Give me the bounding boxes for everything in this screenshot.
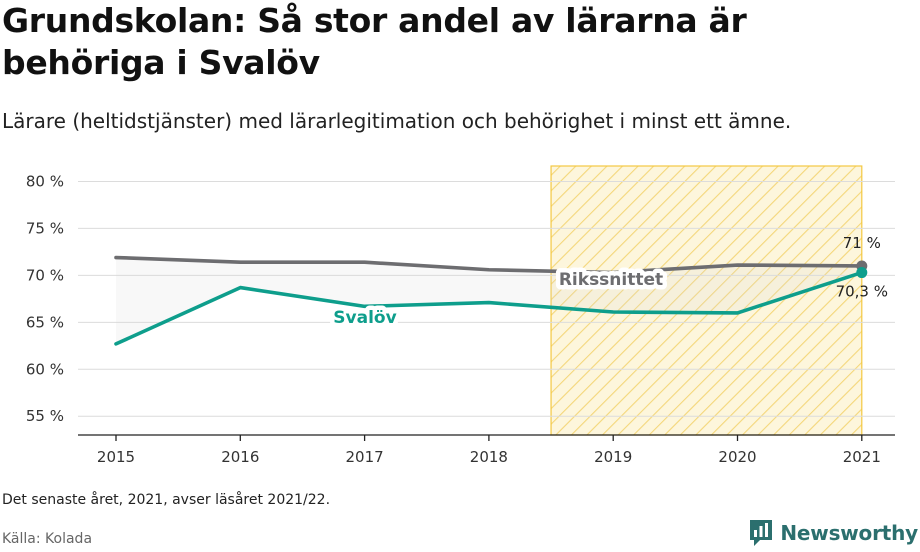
source-text: Källa: Kolada bbox=[2, 531, 93, 547]
end-value-label-rikssnittet: 71 % bbox=[843, 234, 881, 252]
y-tick-label: 80 % bbox=[26, 172, 64, 190]
x-tick-label: 2020 bbox=[718, 448, 756, 466]
y-tick-label: 75 % bbox=[26, 219, 64, 237]
y-tick-label: 55 % bbox=[26, 407, 64, 425]
x-tick-label: 2016 bbox=[221, 448, 259, 466]
y-tick-label: 70 % bbox=[26, 266, 64, 284]
y-tick-label: 60 % bbox=[26, 360, 64, 378]
x-tick-label: 2021 bbox=[843, 448, 881, 466]
footnote: Det senaste året, 2021, avser läsåret 20… bbox=[2, 492, 331, 508]
newsworthy-icon bbox=[750, 520, 773, 546]
x-tick-label: 2018 bbox=[470, 448, 508, 466]
chart-subtitle: Lärare (heltidstjänster) med lärarlegiti… bbox=[2, 109, 792, 133]
end-value-label-svalov: 70,3 % bbox=[836, 283, 888, 301]
x-tick-label: 2017 bbox=[346, 448, 384, 466]
x-tick-label: 2015 bbox=[97, 448, 135, 466]
brand-logo: Newsworthy bbox=[748, 518, 918, 548]
brand-name: Newsworthy bbox=[780, 521, 918, 545]
x-tick-label: 2019 bbox=[594, 448, 632, 466]
highlight-range bbox=[550, 165, 863, 436]
series-line-rikssnittet bbox=[114, 255, 864, 275]
series-gap-area bbox=[116, 257, 862, 344]
line-chart: 55 % 60 % 65 % 70 % 75 % 80 % 2015 2016 2017 2018… bbox=[26, 165, 895, 466]
end-point-svalov bbox=[856, 267, 868, 279]
series-line-svalov bbox=[114, 270, 864, 346]
series-label-svalov: Svalöv bbox=[333, 308, 396, 328]
y-tick-label: 65 % bbox=[26, 313, 64, 331]
series-label-rikssnittet: Rikssnittet bbox=[559, 270, 663, 290]
chart-title: Grundskolan: Så stor andel av lärarna är… bbox=[2, 1, 747, 82]
